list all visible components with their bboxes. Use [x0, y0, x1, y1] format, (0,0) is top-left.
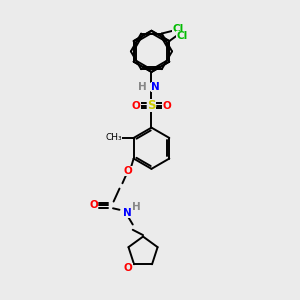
Text: O: O [132, 100, 140, 110]
Text: N: N [123, 208, 132, 218]
Text: O: O [124, 166, 133, 176]
Text: O: O [162, 100, 171, 110]
Text: S: S [147, 99, 156, 112]
Text: H: H [138, 82, 146, 92]
Text: O: O [89, 200, 98, 210]
Text: N: N [151, 82, 159, 92]
Text: Cl: Cl [172, 24, 184, 34]
Text: CH₃: CH₃ [106, 134, 122, 142]
Text: O: O [124, 263, 133, 273]
Text: Cl: Cl [176, 31, 187, 41]
Text: H: H [132, 202, 141, 212]
